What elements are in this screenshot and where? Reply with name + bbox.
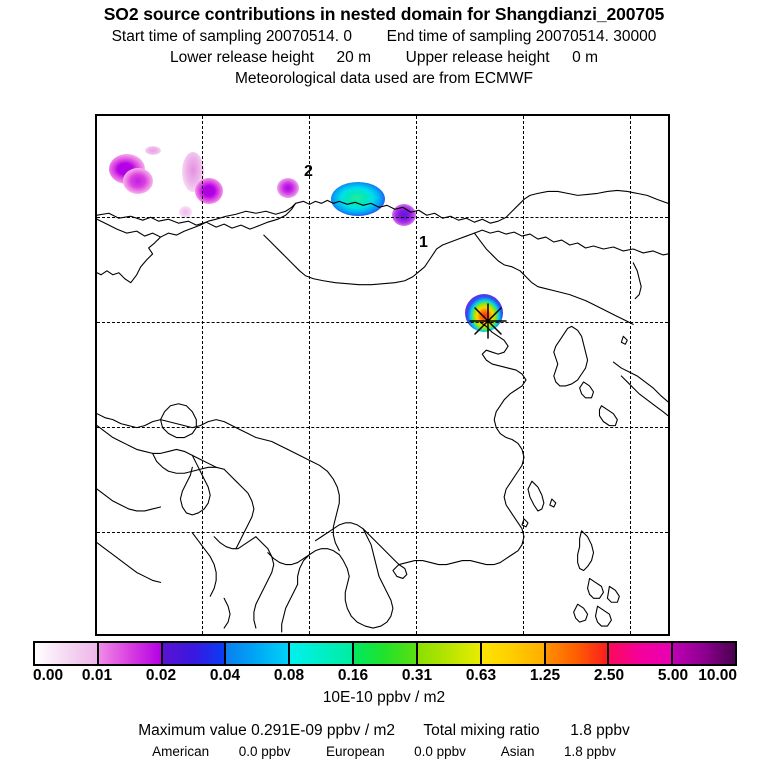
colorbar-tick-6: 0.31 bbox=[401, 667, 433, 684]
plume-lake-baikal bbox=[331, 182, 385, 216]
max-value-label: Maximum value bbox=[138, 722, 247, 739]
start-time-label: Start time of sampling bbox=[111, 28, 262, 45]
plume-baikal-east-spot bbox=[392, 204, 416, 226]
colorbar-tick-1: 0.01 bbox=[81, 667, 113, 684]
colorbar-block: 0.00 0.01 0.02 0.04 0.08 0.16 0.31 0.63 1.25 2.50… bbox=[33, 641, 737, 687]
region-american-label: American bbox=[152, 744, 210, 759]
end-time-value: 20070514. 30000 bbox=[535, 28, 657, 45]
region-european-label: European bbox=[326, 744, 385, 759]
colorbar bbox=[33, 641, 737, 666]
grid-label-1: 1 bbox=[419, 234, 428, 251]
region-asian-value: 1.8 ppbv bbox=[564, 744, 616, 759]
start-time-value: 20070514. 0 bbox=[265, 28, 353, 45]
footer-block: Maximum value 0.291E-09 ppbv / m2 Total … bbox=[0, 722, 768, 759]
map-canvas: 2 1 bbox=[97, 116, 668, 634]
colorbar-segment-10 bbox=[607, 643, 672, 664]
colorbar-tick-5: 0.16 bbox=[337, 667, 369, 684]
release-height-line: Lower release height 20 m Upper release … bbox=[0, 49, 768, 67]
region-american-value: 0.0 ppbv bbox=[238, 744, 291, 759]
mixing-ratio-label: Total mixing ratio bbox=[423, 722, 540, 739]
colorbar-tick-7: 0.63 bbox=[465, 667, 497, 684]
gridline-vertical-5 bbox=[630, 116, 631, 634]
colorbar-segment-9 bbox=[543, 643, 608, 664]
colorbar-tick-10: 5.00 bbox=[657, 667, 689, 684]
max-value-value: 0.291E-09 ppbv / m2 bbox=[251, 722, 395, 739]
gridline-horizontal-4 bbox=[97, 532, 668, 533]
coastline-overlay bbox=[97, 189, 668, 633]
colorbar-tick-9: 2.50 bbox=[593, 667, 625, 684]
receptor-site-marker bbox=[469, 303, 507, 339]
mixing-ratio-value: 1.8 ppbv bbox=[570, 722, 630, 739]
end-time-label: End time of sampling bbox=[386, 28, 532, 45]
gridline-horizontal-2 bbox=[97, 322, 668, 323]
summary-line: Maximum value 0.291E-09 ppbv / m2 Total … bbox=[0, 722, 768, 740]
colorbar-segment-6 bbox=[352, 643, 416, 664]
colorbar-tick-4: 0.08 bbox=[273, 667, 305, 684]
region-european-value: 0.0 ppbv bbox=[414, 744, 466, 759]
lower-release-label: Lower release height bbox=[170, 49, 314, 66]
meteorological-source-line: Meteorological data used are from ECMWF bbox=[234, 70, 534, 87]
colorbar-tick-0: 0.00 bbox=[33, 667, 64, 684]
sampling-time-line: Start time of sampling 20070514. 0 End t… bbox=[0, 28, 768, 46]
colorbar-segment-2 bbox=[96, 643, 161, 664]
gridline-vertical-4 bbox=[523, 116, 524, 634]
plume-northwest-patch-f bbox=[179, 206, 192, 218]
lower-release-value: 20 m bbox=[336, 49, 371, 66]
gridline-horizontal-1 bbox=[97, 217, 668, 218]
colorbar-unit-label: 10E-10 ppbv / m2 bbox=[322, 689, 446, 706]
colorbar-segment-7 bbox=[415, 643, 480, 664]
colorbar-segment-11 bbox=[671, 643, 735, 664]
gridline-horizontal-3 bbox=[97, 427, 668, 428]
colorbar-segment-4 bbox=[224, 643, 289, 664]
colorbar-tick-3: 0.04 bbox=[209, 667, 241, 684]
colorbar-tick-8: 1.25 bbox=[529, 667, 561, 684]
map-plot-area: 2 1 bbox=[95, 114, 670, 636]
plume-northwest-patch-d bbox=[195, 178, 223, 204]
gridline-vertical-2 bbox=[309, 116, 310, 634]
upper-release-label: Upper release height bbox=[405, 49, 550, 66]
plume-northwest-patch-e bbox=[277, 178, 299, 198]
colorbar-tick-11: 10.00 bbox=[698, 667, 737, 684]
upper-release-value: 0 m bbox=[572, 49, 598, 66]
colorbar-segment-8 bbox=[479, 643, 544, 664]
gridline-vertical-3 bbox=[416, 116, 417, 634]
page-title: SO2 source contributions in nested domai… bbox=[103, 4, 665, 24]
colorbar-tick-labels: 0.00 0.01 0.02 0.04 0.08 0.16 0.31 0.63 1.25 2.50… bbox=[33, 667, 737, 687]
plume-northwest-patch-b bbox=[145, 146, 161, 155]
grid-label-2: 2 bbox=[304, 163, 313, 180]
region-asian-label: Asian bbox=[500, 744, 535, 759]
colorbar-tick-2: 0.02 bbox=[145, 667, 177, 684]
colorbar-segment-5 bbox=[288, 643, 353, 664]
gridline-vertical-1 bbox=[202, 116, 203, 634]
header-block: SO2 source contributions in nested domai… bbox=[0, 0, 768, 88]
colorbar-segment-1 bbox=[35, 643, 97, 664]
regional-contributions-line: American 0.0 ppbv European 0.0 ppbv Asia… bbox=[0, 744, 768, 759]
colorbar-segment-3 bbox=[160, 643, 225, 664]
plume-northwest-patch-a2 bbox=[123, 168, 153, 194]
